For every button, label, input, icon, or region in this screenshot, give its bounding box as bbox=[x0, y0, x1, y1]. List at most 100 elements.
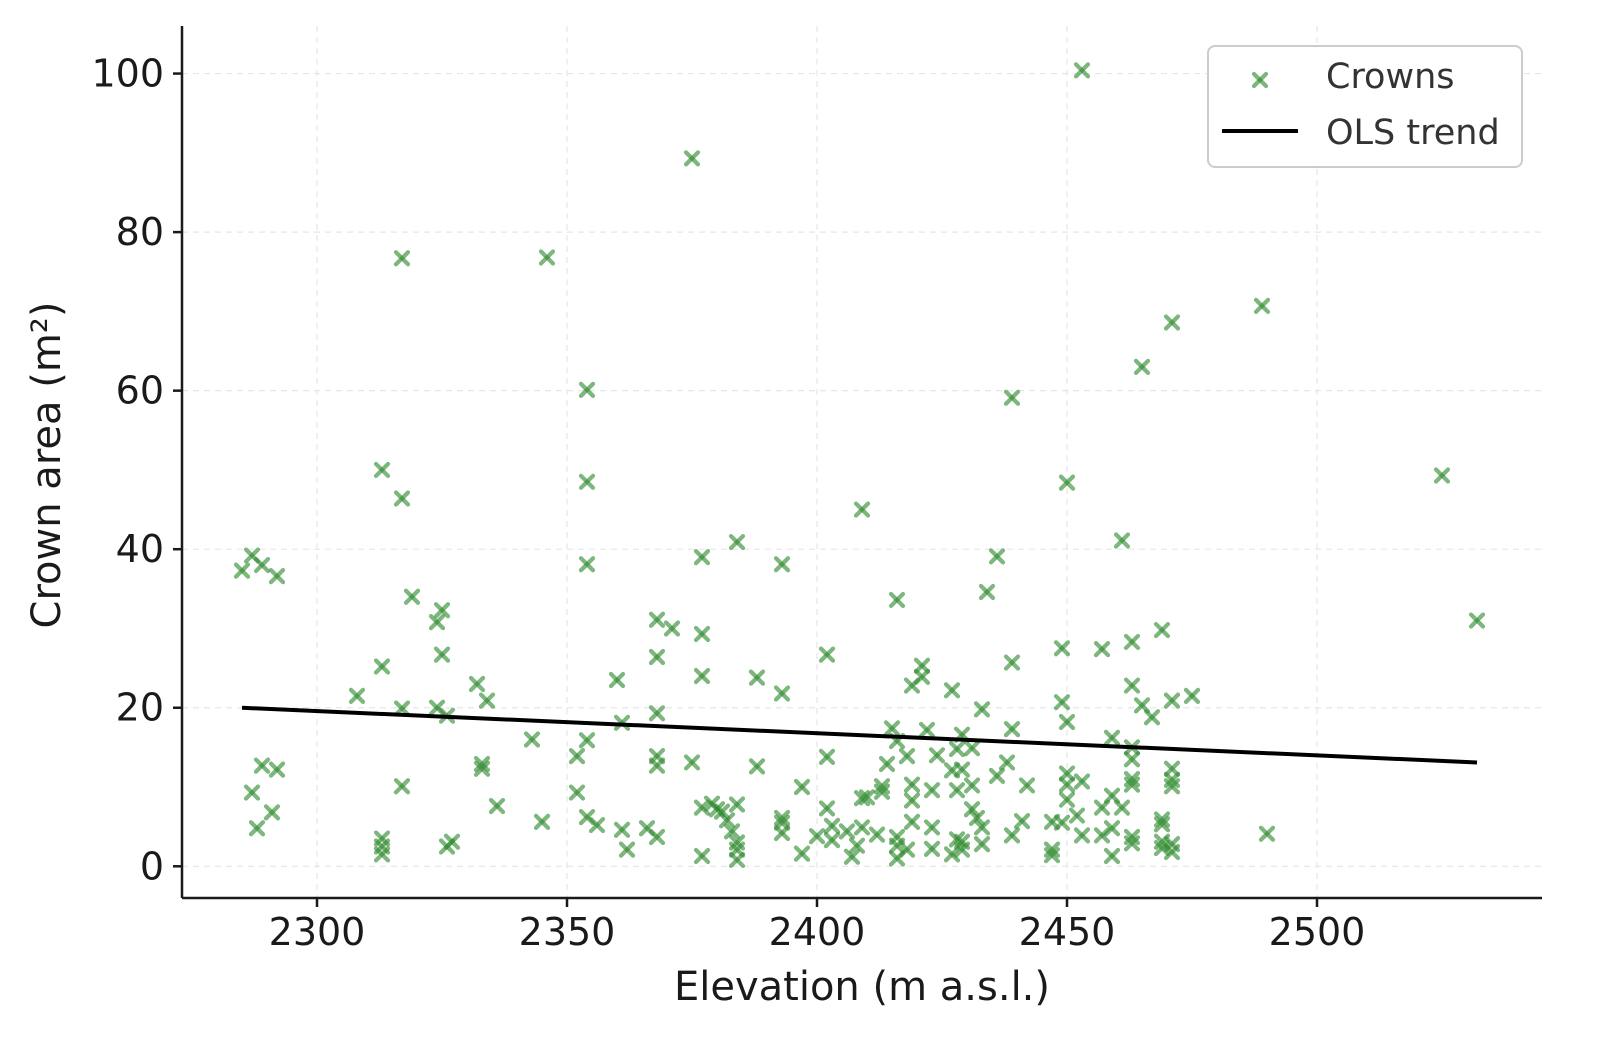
data-point bbox=[878, 755, 896, 773]
data-point bbox=[1433, 467, 1451, 484]
x-tick-label: 2350 bbox=[519, 910, 616, 954]
data-point bbox=[473, 760, 491, 777]
data-point bbox=[473, 755, 491, 773]
data-point bbox=[568, 784, 586, 801]
data-point bbox=[823, 832, 841, 849]
data-point bbox=[903, 776, 921, 793]
data-point bbox=[868, 826, 886, 843]
data-point bbox=[1103, 820, 1121, 837]
data-point bbox=[1068, 807, 1086, 824]
data-point bbox=[773, 824, 791, 842]
data-point bbox=[963, 777, 981, 794]
data-point bbox=[268, 568, 286, 585]
y-tick-label: 80 bbox=[116, 210, 164, 254]
data-point bbox=[1073, 62, 1091, 79]
data-point bbox=[1058, 776, 1076, 793]
data-point bbox=[683, 150, 701, 167]
data-point bbox=[918, 721, 936, 739]
data-point bbox=[728, 851, 746, 869]
legend-x-marker bbox=[1251, 71, 1269, 89]
data-point bbox=[948, 740, 966, 758]
data-point bbox=[693, 847, 711, 865]
y-axis-title: Crown area (m²) bbox=[24, 302, 70, 629]
data-point bbox=[1043, 847, 1061, 864]
data-point bbox=[618, 841, 636, 858]
data-point bbox=[1153, 621, 1171, 639]
data-point bbox=[648, 828, 666, 846]
data-point bbox=[468, 675, 486, 693]
axes bbox=[173, 26, 1542, 907]
x-tick-label: 2300 bbox=[269, 910, 366, 954]
data-point bbox=[718, 812, 736, 829]
data-point bbox=[1133, 358, 1151, 375]
data-point bbox=[838, 823, 856, 840]
ols-trend-line bbox=[241, 705, 1478, 765]
data-point bbox=[1123, 677, 1141, 694]
data-point bbox=[898, 841, 916, 858]
data-point bbox=[578, 556, 596, 573]
data-point bbox=[1123, 835, 1141, 852]
data-point bbox=[1183, 687, 1201, 704]
legend-box bbox=[1207, 45, 1523, 168]
data-point bbox=[793, 845, 811, 862]
data-point bbox=[608, 671, 626, 689]
data-point bbox=[1093, 640, 1111, 658]
data-point bbox=[903, 813, 921, 830]
data-point bbox=[1003, 827, 1021, 844]
data-point bbox=[1163, 692, 1181, 709]
data-point bbox=[963, 801, 981, 818]
data-point bbox=[808, 828, 826, 845]
data-point bbox=[1153, 816, 1171, 833]
ols-trend-line-group bbox=[241, 705, 1478, 765]
y-tick-label: 20 bbox=[116, 686, 164, 730]
data-point bbox=[568, 748, 586, 765]
data-point bbox=[648, 757, 666, 774]
data-point bbox=[728, 533, 746, 551]
data-point bbox=[953, 761, 971, 778]
data-point bbox=[478, 692, 496, 709]
data-point bbox=[1153, 811, 1171, 828]
tick-labels: 2300 2350 2400 2450 2500 0 20 40 60 80 100 bbox=[91, 52, 1365, 954]
data-point bbox=[818, 800, 836, 817]
data-point bbox=[1058, 713, 1076, 731]
data-point bbox=[773, 809, 791, 827]
data-point bbox=[433, 602, 451, 619]
data-point bbox=[248, 820, 266, 837]
data-point bbox=[1058, 474, 1076, 491]
data-point bbox=[973, 835, 991, 853]
data-point bbox=[373, 658, 391, 675]
data-point bbox=[578, 473, 596, 490]
x-tick-label: 2450 bbox=[1019, 910, 1116, 954]
data-point bbox=[693, 667, 711, 685]
data-point bbox=[1073, 773, 1091, 790]
data-point bbox=[1163, 778, 1181, 795]
x-tick-label: 2400 bbox=[769, 910, 866, 954]
data-point bbox=[443, 833, 461, 850]
data-point bbox=[923, 819, 941, 836]
data-point bbox=[998, 754, 1016, 771]
data-point bbox=[873, 783, 891, 800]
data-point bbox=[1103, 729, 1121, 746]
data-point bbox=[1053, 814, 1071, 831]
crowns-points bbox=[233, 62, 1486, 869]
data-point bbox=[243, 784, 261, 801]
data-point bbox=[648, 611, 666, 628]
data-point bbox=[253, 556, 271, 574]
data-point bbox=[748, 758, 766, 775]
data-point bbox=[1163, 314, 1181, 331]
data-point bbox=[793, 778, 811, 796]
data-point bbox=[963, 740, 981, 757]
data-point bbox=[1163, 843, 1181, 861]
data-point bbox=[723, 823, 741, 840]
y-tick-label: 100 bbox=[91, 52, 164, 96]
data-point bbox=[253, 757, 271, 774]
data-point bbox=[648, 648, 666, 666]
legend-crowns-marker bbox=[1251, 71, 1269, 89]
data-point bbox=[1468, 612, 1486, 629]
data-point bbox=[533, 813, 551, 830]
data-point bbox=[773, 685, 791, 702]
data-point bbox=[693, 625, 711, 643]
y-tick-label: 60 bbox=[116, 369, 164, 413]
data-point bbox=[988, 767, 1006, 785]
